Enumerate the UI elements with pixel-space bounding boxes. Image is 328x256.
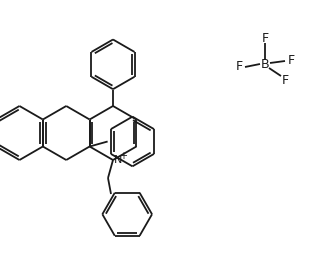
Text: N: N <box>114 155 122 165</box>
Text: F: F <box>261 31 269 45</box>
Text: F: F <box>287 54 295 67</box>
Text: +: + <box>119 151 127 161</box>
Text: F: F <box>236 60 243 73</box>
Text: B: B <box>261 59 269 71</box>
Text: F: F <box>281 73 289 87</box>
